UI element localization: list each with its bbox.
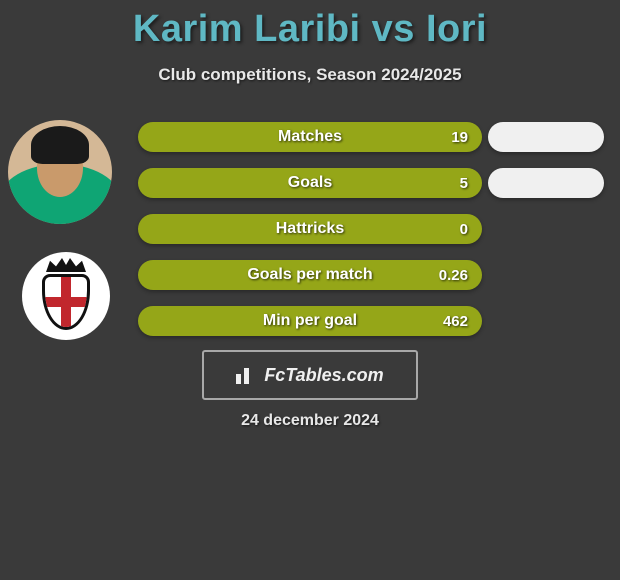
avatar-hair — [31, 126, 89, 164]
page-title: Karim Laribi vs Iori — [0, 0, 620, 51]
stat-label: Hattricks — [138, 220, 482, 238]
right-pills — [488, 122, 604, 352]
club-badge — [22, 252, 110, 340]
stat-bar: Matches19 — [138, 122, 482, 152]
stat-bar: Hattricks0 — [138, 214, 482, 244]
comparison-pill — [488, 122, 604, 152]
stat-value: 0.26 — [439, 267, 468, 284]
stat-label: Matches — [138, 128, 482, 146]
club-shield-icon — [42, 274, 90, 330]
stat-value: 0 — [460, 221, 468, 238]
subtitle: Club competitions, Season 2024/2025 — [0, 65, 620, 85]
player-avatar — [8, 120, 112, 224]
stat-value: 19 — [451, 129, 468, 146]
stat-bars: Matches19 Goals5 Hattricks0 Goals per match… — [138, 122, 482, 352]
club-crown-icon — [46, 258, 86, 272]
stat-label: Goals — [138, 174, 482, 192]
stat-label: Goals per match — [138, 266, 482, 284]
brand-text: FcTables.com — [264, 365, 383, 386]
bars-icon — [236, 366, 258, 384]
stat-label: Min per goal — [138, 312, 482, 330]
stat-value: 5 — [460, 175, 468, 192]
date-text: 24 december 2024 — [0, 412, 620, 430]
stat-value: 462 — [443, 313, 468, 330]
stat-bar: Min per goal462 — [138, 306, 482, 336]
stat-bar: Goals5 — [138, 168, 482, 198]
left-column — [8, 120, 118, 340]
shield-cross-horizontal — [45, 297, 87, 307]
brand-box: FcTables.com — [202, 350, 418, 400]
comparison-pill — [488, 168, 604, 198]
stat-bar: Goals per match0.26 — [138, 260, 482, 290]
